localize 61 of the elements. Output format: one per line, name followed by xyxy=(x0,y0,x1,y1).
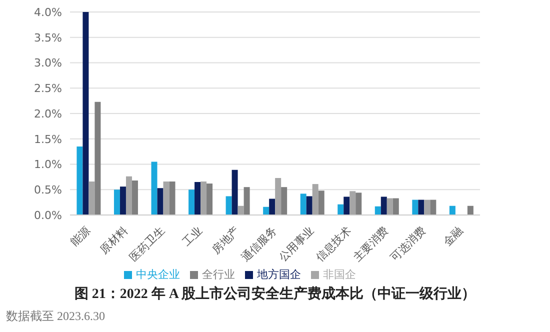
bar xyxy=(338,204,344,215)
bar xyxy=(449,206,456,215)
bar xyxy=(238,206,244,215)
bar xyxy=(226,196,232,215)
x-tick-label: 工业 xyxy=(180,224,205,249)
bar xyxy=(82,12,89,215)
bar xyxy=(188,190,195,215)
y-tick-label: 2.0% xyxy=(34,107,62,120)
bar xyxy=(392,198,399,215)
bar xyxy=(380,196,387,215)
bar xyxy=(312,184,318,215)
y-tick-label: 3.0% xyxy=(34,56,62,70)
y-tick-label: 1.5% xyxy=(34,132,62,146)
bar xyxy=(163,182,170,215)
y-tick-label: 2.5% xyxy=(34,82,62,96)
bar xyxy=(114,190,120,215)
x-tick-label: 能源 xyxy=(68,224,93,249)
bar xyxy=(386,198,393,215)
legend-label: 中央企业 xyxy=(136,268,180,281)
y-tick-label: 0.0% xyxy=(34,208,62,222)
legend-label: 地方国企 xyxy=(257,268,301,281)
legend-label: 全行业 xyxy=(202,268,235,281)
text: 图 21：2022 年 A 股上市公司安全生产费成本比（中证一级行业） xyxy=(73,285,477,303)
y-tick-label: 0.5% xyxy=(34,184,62,197)
bar xyxy=(94,102,101,215)
bar xyxy=(206,184,213,215)
bar xyxy=(151,162,158,215)
y-tick-label: 1.0% xyxy=(34,158,62,172)
bar xyxy=(275,178,282,215)
y-tick-label: 3.5% xyxy=(34,31,62,44)
bar xyxy=(356,192,362,215)
bar xyxy=(412,200,418,215)
bar xyxy=(263,206,270,215)
bar xyxy=(374,206,381,215)
bar xyxy=(126,176,132,215)
x-tick-label: 医药卫生 xyxy=(127,224,168,264)
bar xyxy=(169,182,176,215)
bar xyxy=(344,196,350,215)
bar xyxy=(418,200,424,215)
x-tick-label: 金融 xyxy=(440,224,466,249)
legend-label: 非国企 xyxy=(323,268,356,281)
bar xyxy=(318,190,324,215)
bar xyxy=(132,180,138,215)
bar xyxy=(350,191,356,215)
y-tick-label: 4.0% xyxy=(34,6,62,19)
bar xyxy=(430,200,436,215)
bar xyxy=(200,182,207,215)
text: 数据截至 2023.6.30 xyxy=(6,308,105,325)
bar xyxy=(424,200,430,215)
bar xyxy=(157,188,164,215)
bar xyxy=(88,182,95,215)
bar xyxy=(467,206,474,215)
bar xyxy=(194,182,201,215)
bar xyxy=(76,146,83,215)
bar xyxy=(269,198,276,215)
bar xyxy=(281,187,288,215)
bar xyxy=(120,186,126,215)
bar xyxy=(244,187,250,215)
bar xyxy=(232,170,238,215)
bar xyxy=(300,194,306,215)
bar xyxy=(306,196,312,215)
